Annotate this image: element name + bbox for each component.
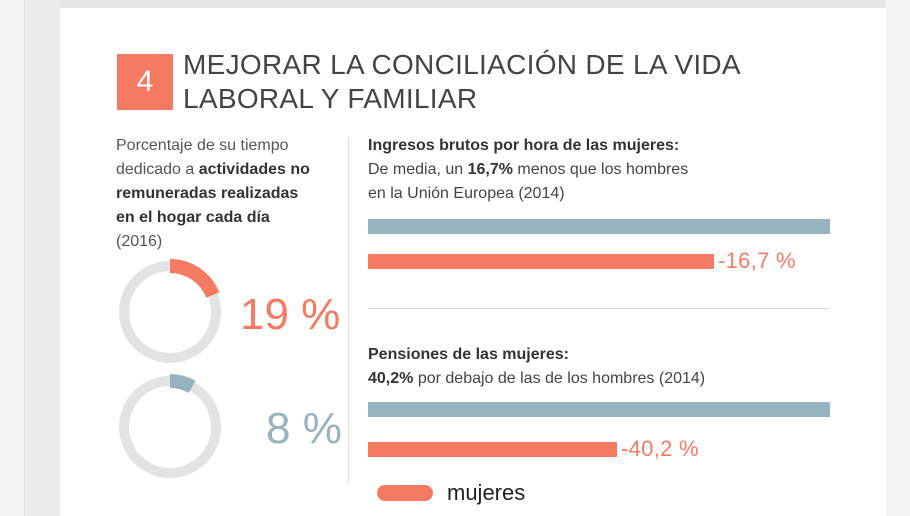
donut-men-arc: [169, 374, 196, 393]
right-strip: [886, 0, 910, 516]
hourly-line2-b: menos que los hombres: [512, 161, 689, 178]
legend-women-swatch: [377, 485, 433, 501]
hourly-women-bar: [368, 254, 714, 269]
unpaid-text-line3: remuneradas realizadas: [116, 182, 348, 206]
donut-men-value: 8 %: [266, 404, 342, 453]
donut-men-track: [119, 376, 221, 478]
pensions-men-bar: [368, 402, 830, 417]
unpaid-text-line1: Porcentaje de su tiempo: [116, 137, 289, 154]
hourly-women-label: -16,7 %: [718, 248, 796, 273]
pensions-line2: 40,2% por debajo de las de los hombres (…: [368, 367, 828, 391]
pensions-text: Pensiones de las mujeres: 40,2% por deba…: [368, 343, 828, 391]
legend-women-label: mujeres: [447, 480, 526, 505]
unpaid-text-line4: en el hogar cada día: [116, 206, 348, 230]
hourly-line3: en la Unión Europea (2014): [368, 185, 565, 202]
vertical-divider: [348, 138, 349, 484]
pensions-heading-text: Pensiones de las mujeres:: [368, 346, 569, 363]
unpaid-work-description: Porcentaje de su tiempo dedicado a activ…: [116, 134, 348, 254]
hourly-line2-bold: 16,7%: [467, 161, 513, 178]
pensions-line2-b: por debajo de las de los hombres (2014): [413, 370, 706, 387]
left-gutter: [0, 0, 25, 516]
unpaid-text-line2: dedicado a actividades no: [116, 158, 348, 182]
pensions-women-bar: [368, 442, 617, 457]
pensions-heading: Pensiones de las mujeres:: [368, 343, 828, 367]
section-title-line2: LABORAL Y FAMILIAR: [183, 83, 478, 114]
donut-chart-men: [119, 374, 221, 478]
unpaid-text-line4-bold: en el hogar cada día: [116, 209, 270, 226]
hourly-earnings-text: Ingresos brutos por hora de las mujeres:…: [368, 134, 828, 206]
donut-women-value: 19 %: [240, 290, 341, 339]
pensions-women-label: -40,2 %: [621, 436, 699, 461]
donut-women-arc: [169, 259, 220, 298]
top-band: [60, 0, 886, 8]
horizontal-divider: [368, 308, 830, 309]
unpaid-text-line3-bold: remuneradas realizadas: [116, 185, 299, 202]
section-title: MEJORAR LA CONCILIACIÓN DE LA VIDA LABOR…: [183, 48, 743, 116]
unpaid-text-line5: (2016): [116, 233, 163, 250]
section-number-badge: 4: [117, 54, 173, 110]
hourly-heading-text: Ingresos brutos por hora de las mujeres:: [368, 137, 680, 154]
donut-chart-women: [119, 259, 221, 363]
pensions-line2-bold: 40,2%: [368, 370, 414, 387]
unpaid-text-line2-bold: actividades no: [198, 161, 310, 178]
unpaid-text-line2-plain: dedicado a: [116, 161, 199, 178]
hourly-heading: Ingresos brutos por hora de las mujeres:: [368, 134, 828, 158]
hourly-line2: De media, un 16,7% menos que los hombres: [368, 158, 828, 182]
hourly-line2-a: De media, un: [368, 161, 468, 178]
section-title-line1: MEJORAR LA CONCILIACIÓN DE LA VIDA: [183, 49, 741, 80]
hourly-men-bar: [368, 219, 830, 234]
